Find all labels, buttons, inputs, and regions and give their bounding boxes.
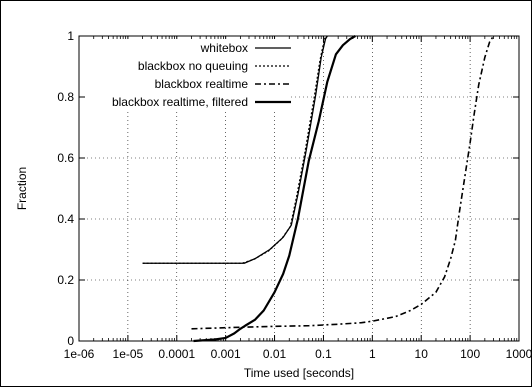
y-tick-label: 0 — [67, 334, 74, 348]
legend-label-3: blackbox realtime — [155, 77, 249, 91]
legend-label-2: blackbox no queuing — [138, 59, 248, 73]
y-tick-label: 0.4 — [57, 212, 74, 226]
x-tick-label: 1 — [369, 347, 376, 361]
legend: whitebox blackbox no queuing blackbox real… — [87, 39, 291, 109]
legend-label-1: whitebox — [200, 41, 248, 55]
y-tick-label: 1 — [67, 29, 74, 43]
y-tick-label: 0.8 — [57, 90, 74, 104]
y-axis-label: Fraction — [15, 167, 29, 210]
plot-area-border — [78, 35, 520, 342]
legend-background — [87, 39, 288, 109]
series-lines — [142, 35, 495, 343]
x-tick-label: 0.001 — [211, 347, 241, 361]
x-tick-label: 10 — [415, 347, 429, 361]
x-tick-label: 100 — [460, 347, 480, 361]
x-tick-label: 0.01 — [263, 347, 287, 361]
x-tick-label: 1e-06 — [64, 347, 95, 361]
legend-label-4: blackbox realtime, filtered — [112, 95, 248, 109]
x-axis-label: Time used [seconds] — [244, 366, 354, 380]
series-line-4 — [193, 35, 356, 343]
y-tick-label: 0.6 — [57, 151, 74, 165]
series-line-2 — [142, 35, 327, 264]
x-tick-label: 0.1 — [315, 347, 332, 361]
series-line-3 — [191, 35, 495, 330]
x-tick-label: 1e-05 — [113, 347, 144, 361]
grid — [79, 36, 519, 341]
x-tick-label: 1000 — [506, 347, 531, 361]
axis-ticks: 1e-06 1e-05 0.0001 0.001 0.01 0.1 1 10 100 1000 0 0… — [57, 29, 532, 361]
x-tick-label: 0.0001 — [158, 347, 195, 361]
y-tick-label: 0.2 — [57, 273, 74, 287]
